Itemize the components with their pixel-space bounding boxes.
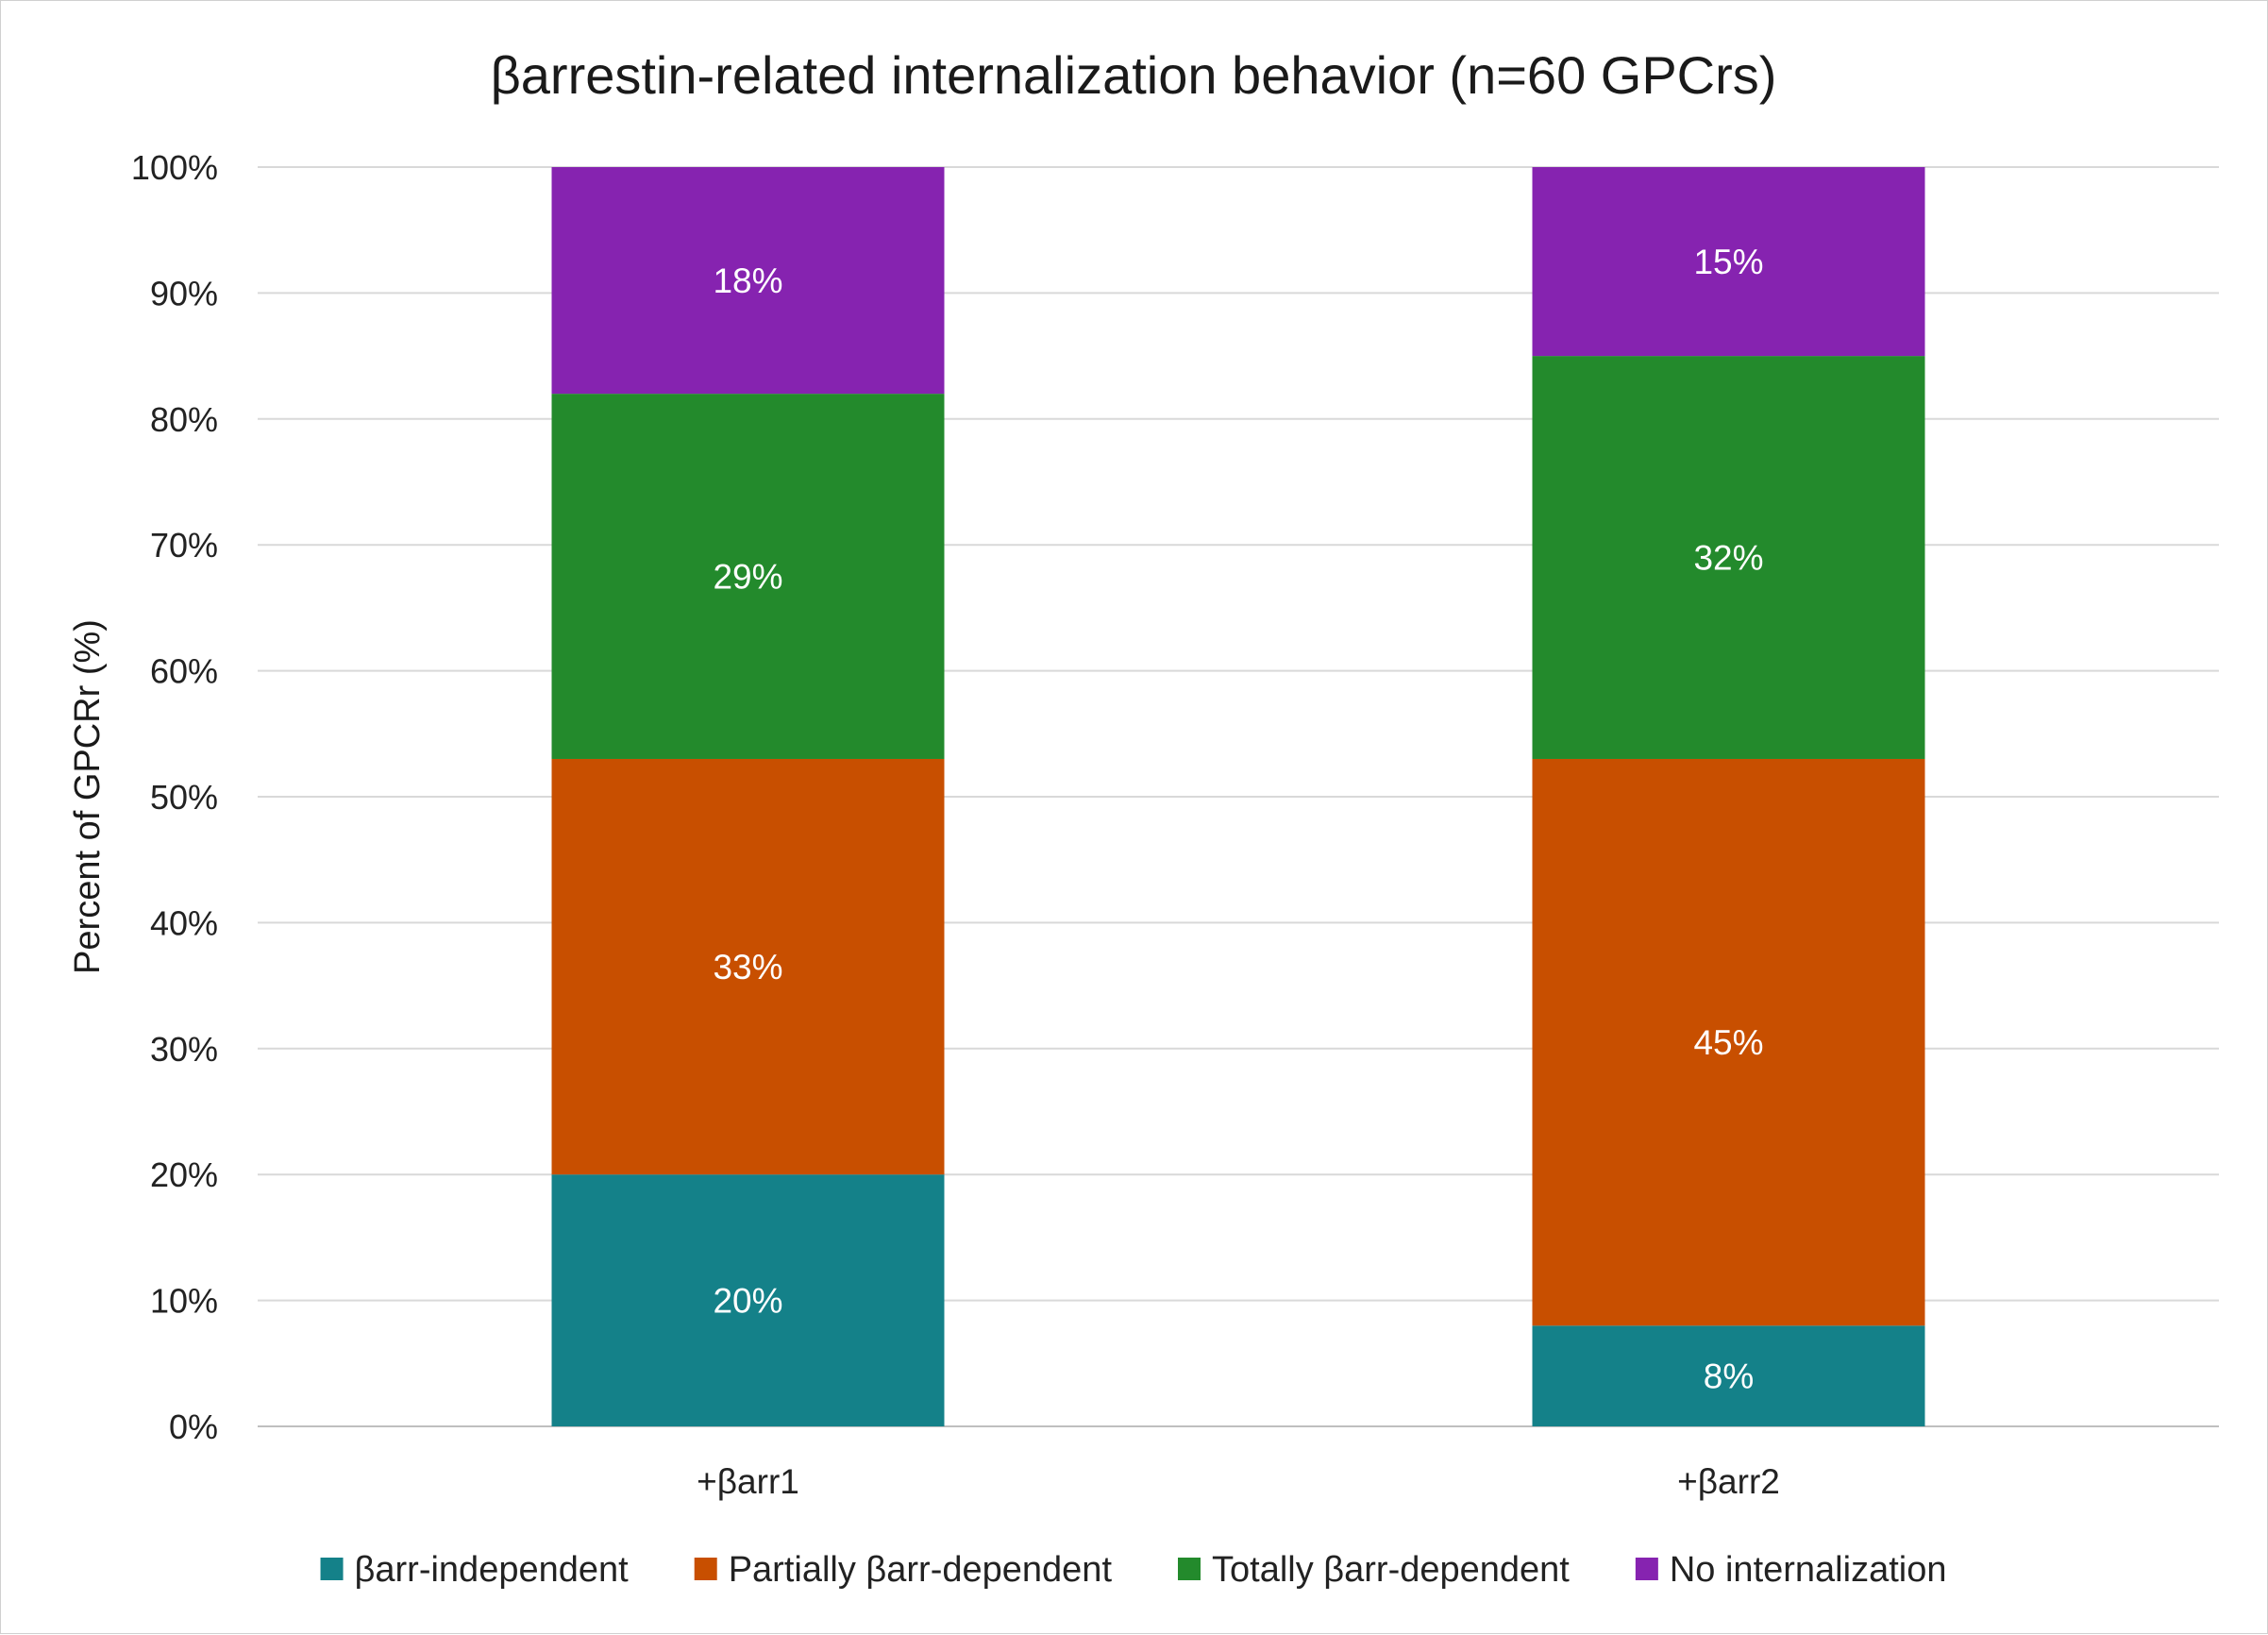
data-label: 33%: [713, 948, 782, 986]
y-tick-label: 80%: [150, 400, 218, 439]
y-tick-label: 60%: [150, 652, 218, 691]
bar-segment: [551, 394, 945, 759]
bar-segment: [551, 167, 945, 395]
chart-title: βarrestin-related internalization behavi…: [491, 45, 1777, 105]
bar-segment: [551, 1174, 945, 1426]
bar-segment: [551, 758, 945, 1175]
y-tick-label: 0%: [169, 1407, 218, 1446]
data-label: 45%: [1693, 1023, 1763, 1062]
data-label: 18%: [713, 261, 782, 300]
y-tick-label: 70%: [150, 526, 218, 565]
legend-label: βarr-independent: [355, 1550, 630, 1590]
bar-segment: [1532, 758, 1925, 1326]
bar-segment: [1532, 356, 1925, 759]
data-label: 8%: [1704, 1357, 1754, 1396]
x-tick-label: +βarr1: [697, 1462, 799, 1501]
legend-label: Totally βarr-dependent: [1212, 1550, 1570, 1590]
y-axis-label: Percent of GPCRr (%): [68, 619, 108, 974]
data-label: 20%: [713, 1282, 782, 1321]
y-axis-ticks: 0% 10% 20% 30% 40% 50% 60% 70% 80% 90% 100%: [131, 148, 218, 1446]
legend-swatch: [320, 1558, 344, 1580]
y-tick-label: 20%: [150, 1155, 218, 1194]
data-label: 32%: [1693, 539, 1763, 578]
y-tick-label: 50%: [150, 778, 218, 817]
legend-item: Totally βarr-dependent: [1178, 1550, 1570, 1590]
y-tick-label: 100%: [131, 148, 218, 187]
legend-label: No internalization: [1670, 1550, 1947, 1590]
data-label: 29%: [713, 558, 782, 597]
data-label: 15%: [1693, 243, 1763, 281]
y-tick-label: 90%: [150, 274, 218, 312]
x-axis-ticks: +βarr1 +βarr2: [697, 1462, 1780, 1501]
bars: 20% 33% 29% 18% 8% 45% 32% 15%: [551, 167, 1925, 1426]
bar-segment: [1532, 167, 1925, 357]
legend-item: No internalization: [1635, 1550, 1947, 1590]
legend-swatch: [1635, 1558, 1658, 1580]
x-tick-label: +βarr2: [1677, 1462, 1780, 1501]
y-tick-label: 30%: [150, 1030, 218, 1069]
y-tick-label: 10%: [150, 1282, 218, 1321]
legend: βarr-independent Partially βarr-dependent…: [320, 1550, 1947, 1590]
legend-swatch: [1178, 1558, 1201, 1580]
bar-segment: [1532, 1325, 1925, 1426]
legend-item: βarr-independent: [320, 1550, 630, 1590]
legend-item: Partially βarr-dependent: [694, 1550, 1113, 1590]
legend-swatch: [694, 1558, 717, 1580]
legend-label: Partially βarr-dependent: [729, 1550, 1113, 1590]
y-tick-label: 40%: [150, 903, 218, 942]
